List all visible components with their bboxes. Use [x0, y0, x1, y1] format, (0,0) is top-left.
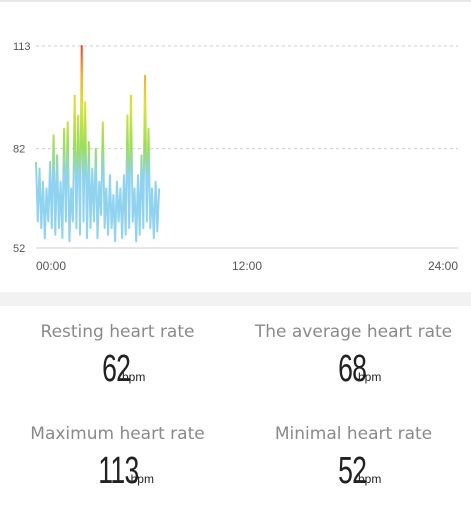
average-heart-rate-label: The average heart rate	[254, 322, 453, 342]
maximum-heart-rate-unit: bpm	[130, 472, 154, 486]
y-tick-label: 82	[13, 144, 25, 156]
maximum-heart-rate-value-row: 113bpm	[0, 450, 235, 493]
heart-rate-chart-svg: 113 82 52 00:00 12:00 24:00	[13, 41, 458, 273]
x-tick-label: 24:00	[428, 259, 458, 273]
average-heart-rate-value-row: 68bpm	[236, 348, 471, 391]
minimal-heart-rate-label: Minimal heart rate	[274, 424, 433, 444]
average-heart-rate-value: 68	[337, 348, 367, 390]
maximum-heart-rate-label: Maximum heart rate	[30, 424, 205, 444]
resting-heart-rate-unit: bpm	[121, 370, 146, 384]
maximum-heart-rate: Maximum heart rate 113bpm	[0, 424, 235, 493]
minimal-heart-rate-unit: bpm	[357, 472, 382, 486]
resting-heart-rate-label: Resting heart rate	[40, 322, 195, 342]
average-heart-rate-unit: bpm	[357, 370, 382, 384]
y-tick-label: 52	[13, 243, 25, 255]
average-heart-rate: The average heart rate 68bpm	[236, 322, 471, 391]
heart-rate-stats: Resting heart rate 62bpm The average hea…	[0, 306, 471, 512]
heart-rate-series-line	[35, 45, 161, 243]
resting-heart-rate-value-row: 62bpm	[0, 348, 235, 391]
x-tick-label: 00:00	[36, 259, 66, 273]
y-tick-label: 113	[13, 41, 31, 53]
heart-rate-chart: 113 82 52 00:00 12:00 24:00	[0, 2, 471, 292]
minimal-heart-rate-value-row: 52bpm	[236, 450, 471, 493]
resting-heart-rate-value: 62	[101, 348, 131, 390]
maximum-heart-rate-value: 113	[98, 450, 139, 492]
section-divider	[0, 292, 471, 306]
resting-heart-rate: Resting heart rate 62bpm	[0, 322, 235, 391]
top-strip	[0, 0, 471, 2]
x-tick-label: 12:00	[232, 259, 262, 273]
minimal-heart-rate: Minimal heart rate 52bpm	[236, 424, 471, 493]
minimal-heart-rate-value: 52	[337, 450, 367, 492]
